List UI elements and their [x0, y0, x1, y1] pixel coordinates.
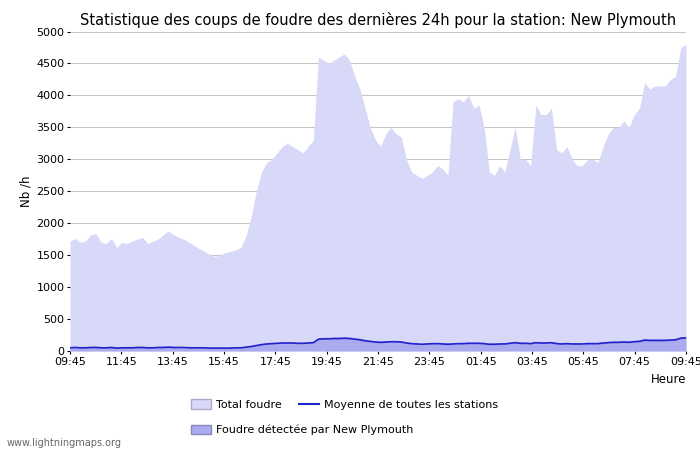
Text: www.lightningmaps.org: www.lightningmaps.org	[7, 438, 122, 448]
Legend: Foudre détectée par New Plymouth: Foudre détectée par New Plymouth	[186, 420, 419, 440]
Text: Heure: Heure	[650, 374, 686, 387]
Y-axis label: Nb /h: Nb /h	[19, 176, 32, 207]
Title: Statistique des coups de foudre des dernières 24h pour la station: New Plymouth: Statistique des coups de foudre des dern…	[80, 12, 676, 27]
